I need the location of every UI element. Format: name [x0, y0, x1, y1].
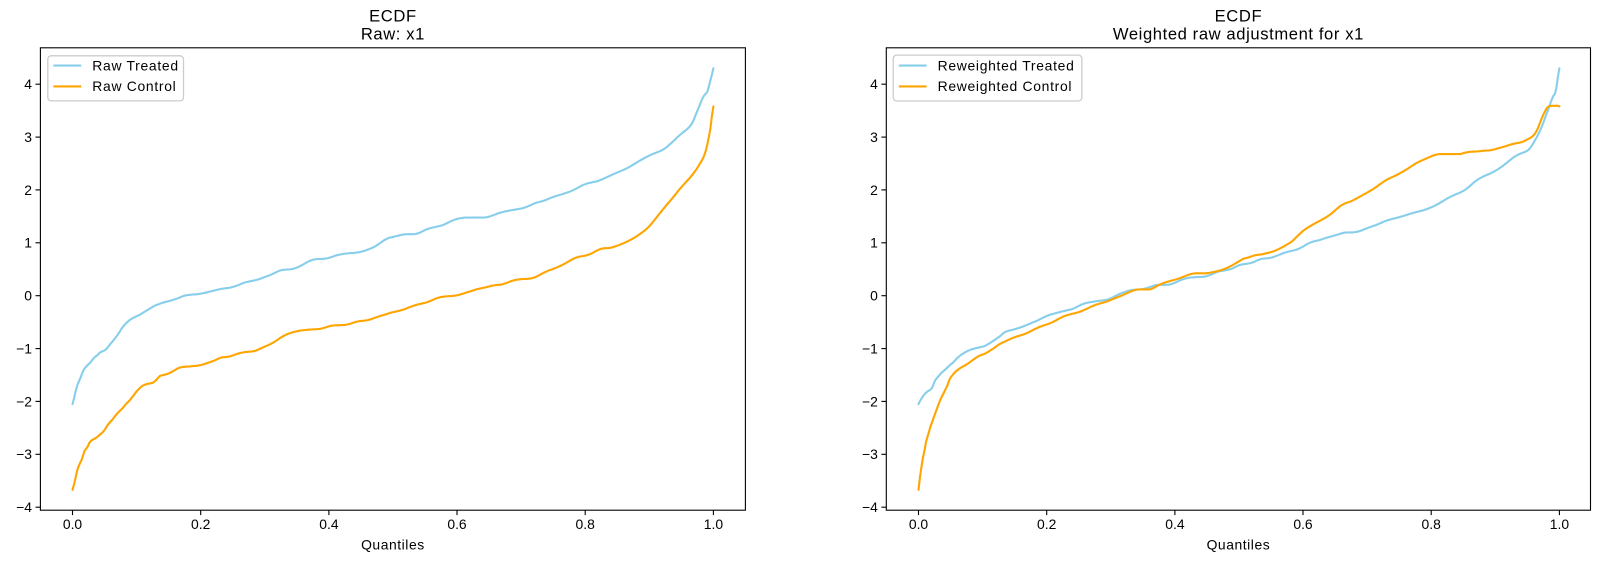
svg-text:−4: −4	[16, 499, 32, 515]
svg-text:Raw Control: Raw Control	[92, 78, 176, 94]
svg-text:1: 1	[870, 235, 878, 251]
svg-text:0.8: 0.8	[1422, 516, 1442, 532]
svg-text:3: 3	[24, 129, 32, 145]
svg-text:Reweighted Treated: Reweighted Treated	[938, 57, 1075, 73]
svg-text:ECDF: ECDF	[1215, 7, 1263, 26]
svg-text:−2: −2	[16, 393, 32, 409]
svg-text:0.2: 0.2	[191, 516, 211, 532]
svg-text:Quantiles: Quantiles	[361, 537, 425, 553]
svg-text:0.0: 0.0	[63, 516, 83, 532]
svg-text:0: 0	[870, 288, 878, 304]
svg-text:4: 4	[870, 76, 878, 92]
svg-text:Raw: x1: Raw: x1	[361, 24, 425, 43]
svg-text:ECDF: ECDF	[369, 7, 417, 26]
svg-text:0.4: 0.4	[1165, 516, 1185, 532]
svg-text:−4: −4	[862, 499, 878, 515]
svg-text:Raw Treated: Raw Treated	[92, 57, 178, 73]
svg-text:0.6: 0.6	[1293, 516, 1313, 532]
svg-text:−1: −1	[862, 341, 878, 357]
svg-text:2: 2	[24, 182, 32, 198]
svg-text:1: 1	[24, 235, 32, 251]
svg-text:−1: −1	[16, 341, 32, 357]
svg-text:2: 2	[870, 182, 878, 198]
svg-text:0.4: 0.4	[319, 516, 339, 532]
svg-text:Reweighted Control: Reweighted Control	[938, 78, 1073, 94]
svg-text:−2: −2	[862, 393, 878, 409]
svg-text:3: 3	[870, 129, 878, 145]
svg-text:1.0: 1.0	[704, 516, 724, 532]
svg-text:Quantiles: Quantiles	[1207, 537, 1271, 553]
svg-text:−3: −3	[862, 446, 878, 462]
svg-text:0.6: 0.6	[447, 516, 467, 532]
svg-text:4: 4	[24, 76, 32, 92]
svg-text:Weighted raw adjustment for x1: Weighted raw adjustment for x1	[1113, 24, 1364, 43]
svg-text:−3: −3	[16, 446, 32, 462]
svg-text:0: 0	[24, 288, 32, 304]
svg-text:0.8: 0.8	[576, 516, 596, 532]
svg-text:1.0: 1.0	[1550, 516, 1570, 532]
svg-text:0.0: 0.0	[909, 516, 929, 532]
svg-text:0.2: 0.2	[1037, 516, 1057, 532]
